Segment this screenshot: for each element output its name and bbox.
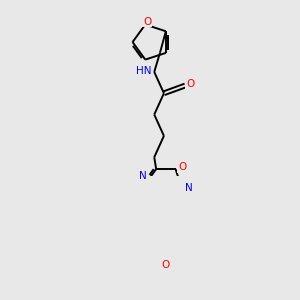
Text: O: O xyxy=(143,17,151,27)
Text: N: N xyxy=(185,183,193,194)
Text: HN: HN xyxy=(136,66,151,76)
Text: O: O xyxy=(178,162,186,172)
Text: O: O xyxy=(186,79,194,88)
Text: N: N xyxy=(139,171,147,181)
Text: O: O xyxy=(162,260,170,270)
